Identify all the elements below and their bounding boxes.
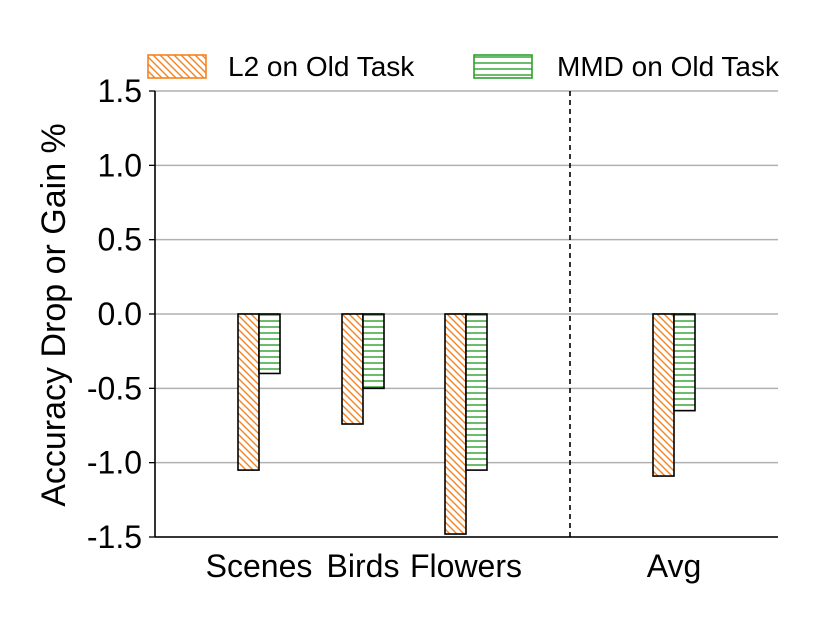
y-tick-label: 1.5 bbox=[98, 73, 142, 109]
bar-mmd-scenes bbox=[258, 313, 281, 375]
y-tick-label: 0.5 bbox=[98, 222, 142, 258]
y-axis-label: Accuracy Drop or Gain % bbox=[35, 123, 73, 507]
y-tick-labels: -1.5 -1.0 -0.5 0.0 0.5 1.0 1.5 bbox=[87, 73, 155, 555]
bar-mmd-avg bbox=[673, 313, 696, 412]
bar-l2-flowers bbox=[444, 313, 467, 535]
legend-swatch-mmd bbox=[473, 54, 533, 79]
bar-l2-avg bbox=[652, 313, 675, 477]
legend-swatch-l2 bbox=[147, 54, 207, 79]
bars bbox=[237, 313, 696, 535]
x-tick-label: Birds bbox=[327, 548, 400, 584]
y-tick-label: 0.0 bbox=[98, 296, 142, 332]
x-tick-label: Scenes bbox=[206, 548, 313, 584]
y-tick-label: -0.5 bbox=[87, 370, 142, 406]
bar-l2-birds bbox=[341, 313, 364, 425]
y-tick-label: -1.5 bbox=[87, 519, 142, 555]
x-tick-label: Avg bbox=[647, 548, 702, 584]
y-tick-label: 1.0 bbox=[98, 147, 142, 183]
y-tick-label: -1.0 bbox=[87, 445, 142, 481]
x-tick-labels: Scenes Birds Flowers Avg bbox=[206, 548, 702, 584]
legend: L2 on Old Task MMD on Old Task bbox=[147, 51, 780, 82]
legend-label-mmd: MMD on Old Task bbox=[557, 51, 780, 82]
legend-label-l2: L2 on Old Task bbox=[228, 51, 415, 82]
x-tick-label: Flowers bbox=[410, 548, 522, 584]
bar-mmd-flowers bbox=[465, 313, 488, 471]
bar-mmd-birds bbox=[362, 313, 385, 390]
bar-l2-scenes bbox=[237, 313, 260, 471]
